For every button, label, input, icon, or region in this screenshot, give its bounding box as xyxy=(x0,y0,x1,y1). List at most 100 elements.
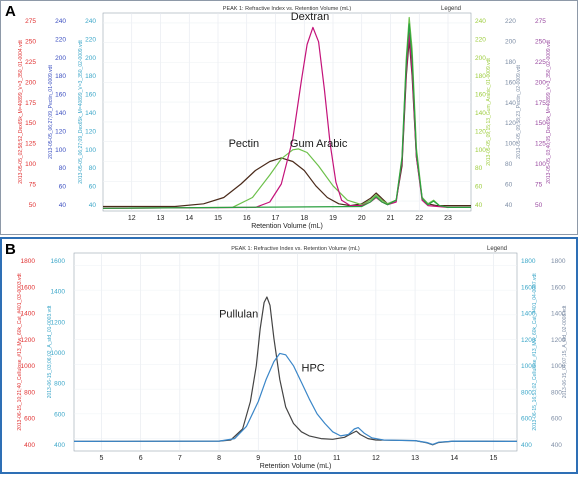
y-tick-label: 600 xyxy=(54,411,65,418)
plot-area xyxy=(73,252,518,452)
x-tick-label: 9 xyxy=(256,455,260,462)
y-tick-label: 180 xyxy=(475,73,486,80)
y-tick-label: 40 xyxy=(475,202,483,209)
y-tick-label: 175 xyxy=(25,100,36,107)
y-axis-label: 2013-05-05_02;58;52_Dex65k_M=40899_V=3_3… xyxy=(18,40,24,184)
y-tick-label: 100 xyxy=(505,141,516,148)
y-tick-label: 400 xyxy=(24,442,35,449)
y-tick-label: 180 xyxy=(55,73,66,80)
y-tick-label: 160 xyxy=(475,92,486,99)
y-tick-label: 40 xyxy=(59,202,67,209)
y-tick-label: 140 xyxy=(475,110,486,117)
y-tick-label: 800 xyxy=(521,389,532,396)
legend-label: Legend xyxy=(487,246,507,252)
y-tick-label: 240 xyxy=(85,18,96,25)
x-tick-label: 8 xyxy=(217,455,221,462)
y-axis-label: 2013-05-05_06;27;09_Pectin_01-0009.vdt xyxy=(48,65,54,159)
y-tick-label: 200 xyxy=(55,55,66,62)
y-tick-label: 60 xyxy=(59,184,67,191)
y-tick-label: 200 xyxy=(475,55,486,62)
y-tick-label: 1200 xyxy=(551,337,566,344)
panel-b: 5 6 7 8 9 10 11 12 13 14 15 400 600 800 1000 1200 1400 16… xyxy=(0,237,578,474)
y-tick-label: 225 xyxy=(25,59,36,66)
y-tick-label: 1800 xyxy=(521,258,536,265)
y-tick-label: 800 xyxy=(551,389,562,396)
chart-a: 12 13 14 15 16 17 18 19 20 21 22 23 50 75 100 125 150 175… xyxy=(18,6,552,230)
x-tick-label: 7 xyxy=(178,455,182,462)
x-tick-label: 13 xyxy=(157,215,165,222)
y-tick-label: 200 xyxy=(85,55,96,62)
y-tick-label: 140 xyxy=(55,110,66,117)
y-tick-label: 220 xyxy=(85,36,96,43)
x-axis-label: Retention Volume (mL) xyxy=(260,463,332,470)
y-tick-label: 1400 xyxy=(551,311,566,318)
y-tick-label: 220 xyxy=(475,36,486,43)
y-tick-label: 200 xyxy=(505,38,516,45)
y-tick-label: 50 xyxy=(29,202,37,209)
y-tick-label: 1600 xyxy=(551,284,566,291)
chart-title: PEAK 1: Refractive Index vs. Retention V… xyxy=(231,246,360,252)
series-line xyxy=(102,23,471,209)
x-tick-label: 19 xyxy=(329,215,337,222)
x-tick-label: 12 xyxy=(372,455,380,462)
x-tick-label: 15 xyxy=(490,455,498,462)
annotation: Pullulan xyxy=(219,309,258,321)
x-tick-label: 5 xyxy=(99,455,103,462)
y-axis-label: 2013-05-05_09;15;13_Gum_Arabic_01-0009.v… xyxy=(486,58,492,166)
y-tick-label: 160 xyxy=(55,92,66,99)
y-axis-label: 2013-05-05_03;40;05_Dex65k_M=40899_V=3_3… xyxy=(546,40,552,184)
series-line xyxy=(102,16,471,209)
y-tick-label: 250 xyxy=(535,38,546,45)
y-axis-label: 2013-06-15_04;07;15_A_std_02-0008.vdt xyxy=(562,305,568,398)
x-tick-label: 12 xyxy=(128,215,136,222)
chart-b: 5 6 7 8 9 10 11 12 13 14 15 400 600 800 1000 1200 1400 16… xyxy=(17,246,568,470)
y-tick-label: 75 xyxy=(535,182,543,189)
y-axis-label: 2013-06-15_03;06;02_A_std_01-0003.vdt xyxy=(47,305,53,398)
y-tick-label: 100 xyxy=(475,147,486,154)
x-tick-label: 15 xyxy=(214,215,222,222)
annotation: HPC xyxy=(302,362,325,374)
y-tick-label: 800 xyxy=(24,389,35,396)
y-tick-label: 400 xyxy=(54,442,65,449)
y-tick-label: 1000 xyxy=(521,363,536,370)
y-tick-label: 140 xyxy=(85,110,96,117)
y-tick-label: 75 xyxy=(29,182,37,189)
x-tick-label: 17 xyxy=(272,215,280,222)
y-tick-label: 1200 xyxy=(521,337,536,344)
panel-a: 12 13 14 15 16 17 18 19 20 21 22 23 50 75 100 125 150 175… xyxy=(0,0,578,235)
y-tick-label: 140 xyxy=(505,100,516,107)
y-tick-label: 100 xyxy=(85,147,96,154)
y-tick-label: 100 xyxy=(535,161,546,168)
y-tick-label: 240 xyxy=(55,18,66,25)
y-axis-label: 2013-06-15_16;53;02_Cellulose_#13_Mw_60k… xyxy=(532,273,538,431)
x-tick-label: 14 xyxy=(185,215,193,222)
y-tick-label: 600 xyxy=(24,416,35,423)
annotation: Dextran xyxy=(291,11,330,23)
x-tick-label: 22 xyxy=(415,215,423,222)
y-tick-label: 250 xyxy=(25,38,36,45)
y-tick-label: 175 xyxy=(535,100,546,107)
y-tick-label: 220 xyxy=(505,18,516,25)
y-tick-label: 1400 xyxy=(21,311,36,318)
y-tick-label: 200 xyxy=(535,79,546,86)
y-tick-label: 1600 xyxy=(51,258,66,265)
x-axis-label: Retention Volume (mL) xyxy=(251,223,323,230)
y-tick-label: 120 xyxy=(505,120,516,127)
y-tick-label: 1400 xyxy=(51,289,66,296)
y-axis-label: 2013-05-05_06;27;09_Dex65k_M=40899_V=3_3… xyxy=(78,40,84,184)
y-tick-label: 160 xyxy=(85,92,96,99)
y-tick-label: 80 xyxy=(505,161,513,168)
panel-label-a: A xyxy=(5,3,16,20)
series-line xyxy=(73,352,518,445)
y-axis-label: 2013-06-15_10;21;40_Cellulose_#13_Mw_60k… xyxy=(17,273,23,431)
y-tick-label: 180 xyxy=(505,59,516,66)
y-tick-label: 150 xyxy=(25,120,36,127)
y-tick-label: 1000 xyxy=(21,363,36,370)
x-tick-label: 23 xyxy=(444,215,452,222)
y-tick-label: 220 xyxy=(55,36,66,43)
y-tick-label: 120 xyxy=(475,128,486,135)
y-tick-label: 60 xyxy=(89,184,97,191)
y-tick-label: 1800 xyxy=(21,258,36,265)
y-tick-label: 275 xyxy=(535,18,546,25)
y-tick-label: 100 xyxy=(25,161,36,168)
